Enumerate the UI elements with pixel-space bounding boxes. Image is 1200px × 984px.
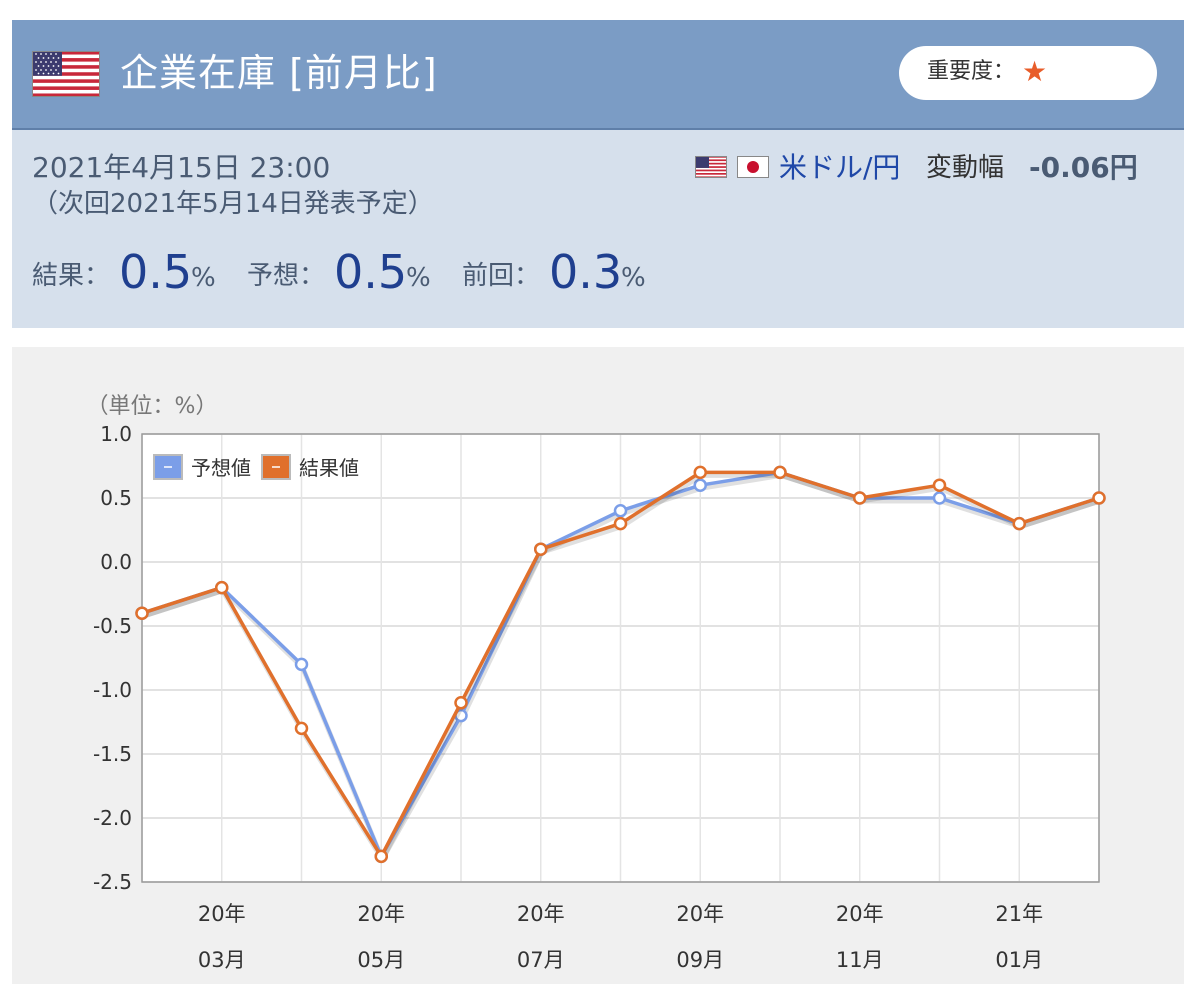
change-value: -0.06円 [1029,151,1138,184]
japan-flag-icon [737,156,769,178]
next-release-date: （次回2021年5月14日発表予定） [32,189,434,219]
forecast-label: 予想： [247,261,326,291]
y-tick-label: -1.5 [93,742,132,766]
x-tick-label-year: 20年 [836,902,884,926]
y-tick-label: 1.0 [100,422,132,446]
y-tick-label: -1.0 [93,678,132,702]
x-tick-label-month: 01月 [995,948,1043,972]
result-point [693,465,707,480]
result-point [1092,491,1106,505]
previous-label: 前回： [462,261,541,291]
release-datetime: 2021年4月15日 23:00 [32,151,331,184]
result-point [853,491,867,505]
x-tick-label-year: 21年 [995,902,1043,926]
result-unit: % [191,263,216,293]
y-tick-label: 0.0 [100,550,132,574]
result-point [294,721,309,736]
legend-label: 予想値 [191,456,251,480]
currency-pair-link[interactable]: 米ドル/円 [779,151,901,184]
star-icon: ★ [1022,55,1048,88]
x-tick-label-month: 09月 [676,948,724,972]
y-tick-label: -2.5 [93,870,132,894]
x-tick-label-month: 07月 [517,948,565,972]
importance-badge: 重要度： ★ [899,46,1157,100]
forecast-point [613,504,628,518]
chart-panel: 1.0 0.5 0.0 -0.5 -1.0 -1.5 -2.0 -2.5 20年 03月 20年 05… [12,347,1184,984]
result-point [135,606,149,620]
result-point [932,478,947,492]
result-point [454,696,468,710]
previous-value: 0.3 [549,245,623,299]
indicator-title: 企業在庫 [前月比] [120,51,438,95]
result-value: 0.5 [119,245,193,299]
plot-frame [141,433,1100,883]
x-tick-label-year: 20年 [517,902,565,926]
forecast-value: 0.5 [334,245,408,299]
line-chart: 1.0 0.5 0.0 -0.5 -1.0 -1.5 -2.0 -2.5 20年 03月 20年 05… [87,394,1106,972]
result-point [1012,516,1026,531]
forecast-point [693,478,707,492]
us-flag-icon [695,156,727,178]
release-info-panel: 2021年4月15日 23:00 （次回2021年5月14日発表予定） 米ドル/… [12,130,1184,328]
us-flag-icon [32,51,100,97]
indicator-header: 企業在庫 [前月比] 重要度： ★ [12,20,1184,130]
result-point [773,465,787,480]
x-tick-label-month: 03月 [198,948,246,972]
result-point [613,516,628,531]
x-tick-label-year: 20年 [676,902,724,926]
previous-unit: % [621,263,646,293]
forecast-unit: % [406,263,431,293]
y-tick-label: -2.0 [93,806,132,830]
y-tick-label: 0.5 [100,486,132,510]
importance-label: 重要度： [927,59,1016,84]
result-point [534,542,548,556]
x-tick-label-month: 05月 [357,948,405,972]
result-point [215,580,229,595]
x-tick-label-month: 11月 [836,948,884,972]
result-point [374,849,388,864]
forecast-point [294,657,309,672]
change-label: 変動幅 [926,153,1005,183]
result-label: 結果： [32,261,111,291]
unit-label: （単位：%） [87,394,218,419]
y-tick-label: -0.5 [93,614,132,638]
x-tick-label-year: 20年 [198,902,246,926]
forecast-point [932,491,947,505]
legend-label: 結果値 [299,456,359,480]
x-tick-label-year: 20年 [357,902,405,926]
